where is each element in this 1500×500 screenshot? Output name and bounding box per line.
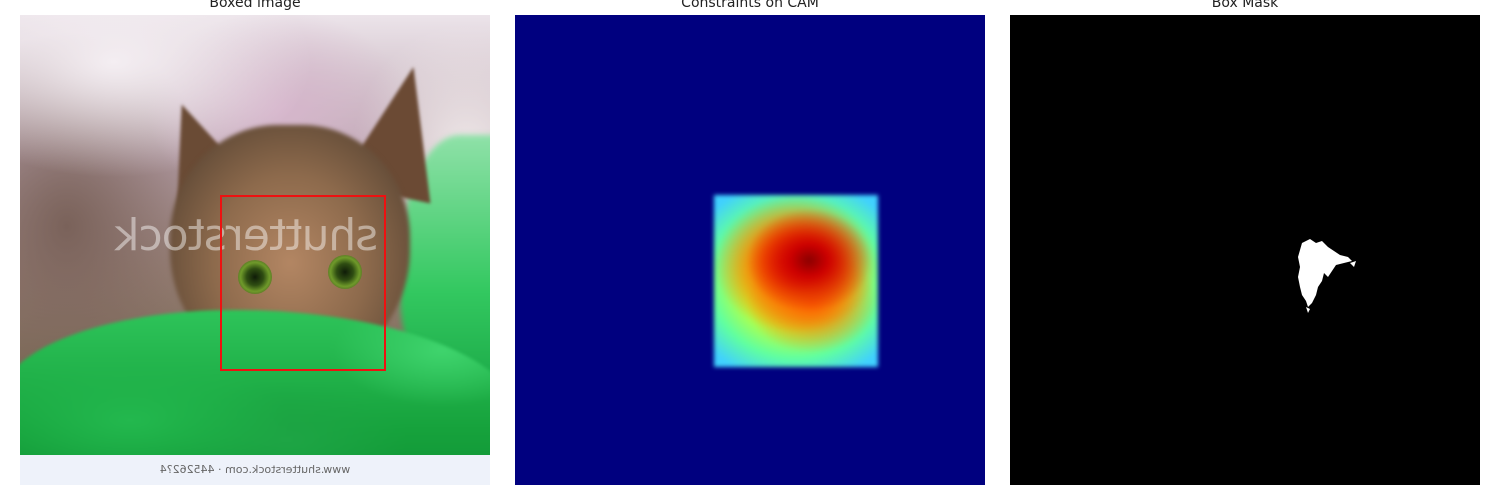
cam-heatmap-box bbox=[714, 195, 878, 367]
panel-title-boxed-image: Boxed image bbox=[209, 0, 301, 11]
stock-footer: www.shutterstock.com · 445262?4 bbox=[20, 455, 490, 485]
mask-blob bbox=[1298, 239, 1352, 307]
box-mask-panel bbox=[1010, 15, 1480, 485]
cat-left-eye bbox=[238, 260, 272, 294]
cat-right-eye bbox=[328, 255, 362, 289]
panel-title-constraints-on-cam: Constraints on CAM bbox=[681, 0, 819, 11]
boxed-image-panel: shutterstock www.shutterstock.com · 4452… bbox=[20, 15, 490, 485]
panel-title-box-mask: Box Mask bbox=[1211, 0, 1279, 11]
cam-panel bbox=[515, 15, 985, 485]
bounding-box bbox=[220, 195, 386, 371]
mask-svg bbox=[1298, 239, 1356, 313]
